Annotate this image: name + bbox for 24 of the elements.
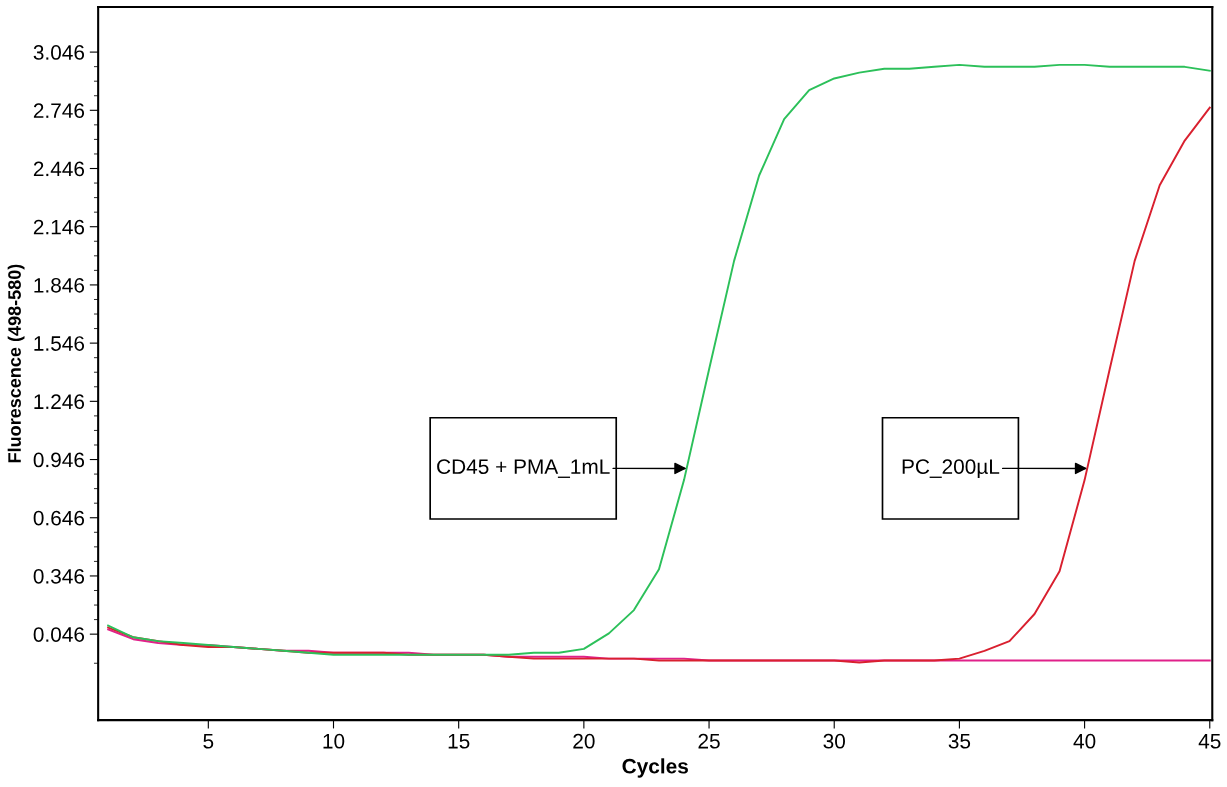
annotation: PC_200µL	[902, 459, 1000, 479]
y-tick-label: 0.346	[33, 568, 85, 584]
y-tick-label: 0.946	[33, 452, 85, 468]
y-tick-label: 1.246	[34, 394, 85, 410]
x-tick-label: 10	[323, 733, 345, 749]
x-tick-label: 45	[1198, 734, 1221, 749]
y-tick-label: 1.546	[34, 336, 85, 351]
annotation: CD45 + PMA_1mL	[437, 459, 610, 478]
y-tick-label: 2.146	[33, 219, 85, 235]
x-tick-label: 40	[1073, 733, 1096, 749]
y-tick-label: 0.646	[33, 510, 85, 526]
y-axis-title: Fluorescence (498-580)	[7, 264, 25, 463]
x-axis-title: Cycles	[622, 758, 688, 778]
x-tick-label: 30	[823, 733, 845, 749]
x-tick-label: 15	[448, 734, 470, 749]
y-tick-label: 0.046	[33, 627, 85, 642]
x-tick-label: 25	[698, 733, 720, 749]
x-tick-label: 5	[203, 734, 214, 749]
y-tick-label: 2.746	[33, 103, 85, 119]
x-tick-label: 35	[948, 733, 971, 749]
y-tick-label: 3.046	[33, 45, 85, 60]
y-tick-label: 2.446	[33, 161, 85, 177]
x-tick-label: 20	[573, 733, 595, 749]
y-tick-label: 1.846	[34, 277, 85, 293]
